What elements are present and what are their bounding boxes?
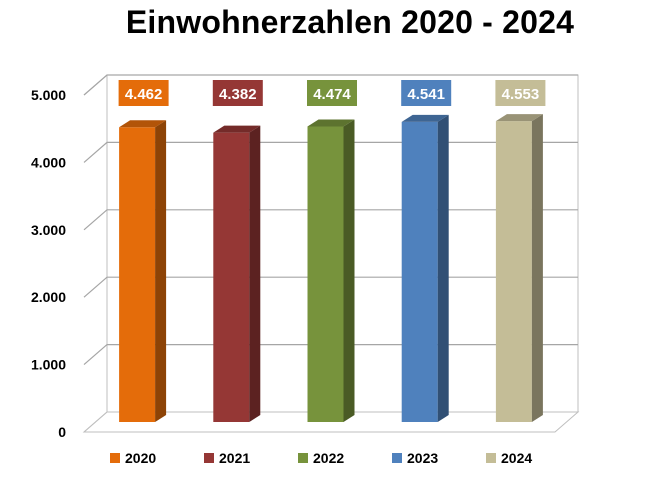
y-tick-label: 1.000 [31, 357, 66, 373]
bar-front [401, 121, 438, 423]
data-label-text: 4.474 [313, 86, 351, 103]
data-label-2022: 4.474 [307, 80, 357, 106]
data-label-2023: 4.541 [401, 80, 452, 106]
data-label-box [495, 80, 546, 106]
legend-swatch [486, 453, 496, 463]
legend-label: 2021 [219, 450, 250, 466]
legend-swatch [392, 453, 402, 463]
bar-front [307, 126, 344, 423]
data-labels: 4.462 4.382 4.474 4.541 4.553 [118, 80, 546, 106]
legend-item-2023: 2023 [392, 450, 438, 466]
y-tick-label: 2.000 [31, 289, 66, 305]
bar-top [213, 125, 261, 133]
data-label-2021: 4.382 [212, 80, 263, 106]
legend-label: 2023 [407, 450, 438, 466]
legend-item-2021: 2021 [204, 450, 250, 466]
bar-top [307, 119, 355, 127]
y-tick-label: 5.000 [31, 87, 66, 103]
legend-item-2024: 2024 [486, 450, 532, 466]
bars [119, 114, 543, 423]
legend-label: 2024 [501, 450, 532, 466]
bar-side [437, 114, 449, 423]
data-label-box [307, 80, 357, 106]
bar-side [531, 114, 543, 422]
y-axis: 0 1.000 2.000 3.000 4.000 5.000 [31, 87, 66, 440]
bar-front [213, 132, 250, 422]
bar-side [155, 120, 167, 422]
legend-item-2022: 2022 [298, 450, 344, 466]
bar-top [495, 114, 543, 122]
bar-2020 [119, 120, 167, 422]
bar-front [495, 121, 532, 422]
y-tick-label: 3.000 [31, 222, 66, 238]
bar-2022 [307, 119, 355, 423]
y-tick-label: 0 [58, 424, 66, 440]
data-label-box [212, 80, 263, 106]
bar-2021 [213, 125, 261, 422]
chart-title: Einwohnerzahlen 2020 - 2024 [125, 4, 575, 40]
data-label-text: 4.382 [219, 86, 257, 103]
bar-2023 [401, 114, 449, 423]
legend: 2020 2021 2022 2023 2024 [110, 450, 532, 466]
legend-swatch [110, 453, 120, 463]
legend-label: 2020 [125, 450, 156, 466]
bar-top [119, 120, 167, 128]
legend-label: 2022 [313, 450, 344, 466]
bar-side [343, 119, 355, 423]
data-label-2024: 4.553 [495, 80, 546, 106]
y-tick-label: 4.000 [31, 154, 66, 170]
data-label-2020: 4.462 [118, 80, 169, 106]
side-edge [83, 411, 108, 433]
legend-swatch [298, 453, 308, 463]
legend-item-2020: 2020 [110, 450, 156, 466]
data-label-text: 4.462 [125, 86, 163, 103]
data-label-text: 4.553 [502, 86, 540, 103]
data-label-text: 4.541 [407, 86, 445, 103]
bar-side [249, 125, 261, 422]
gridline [83, 74, 578, 96]
bar-2024 [495, 114, 543, 422]
bar-top [401, 114, 449, 122]
data-label-box [118, 80, 169, 106]
data-label-box [401, 80, 452, 106]
bar-front [119, 127, 156, 422]
legend-swatch [204, 453, 214, 463]
